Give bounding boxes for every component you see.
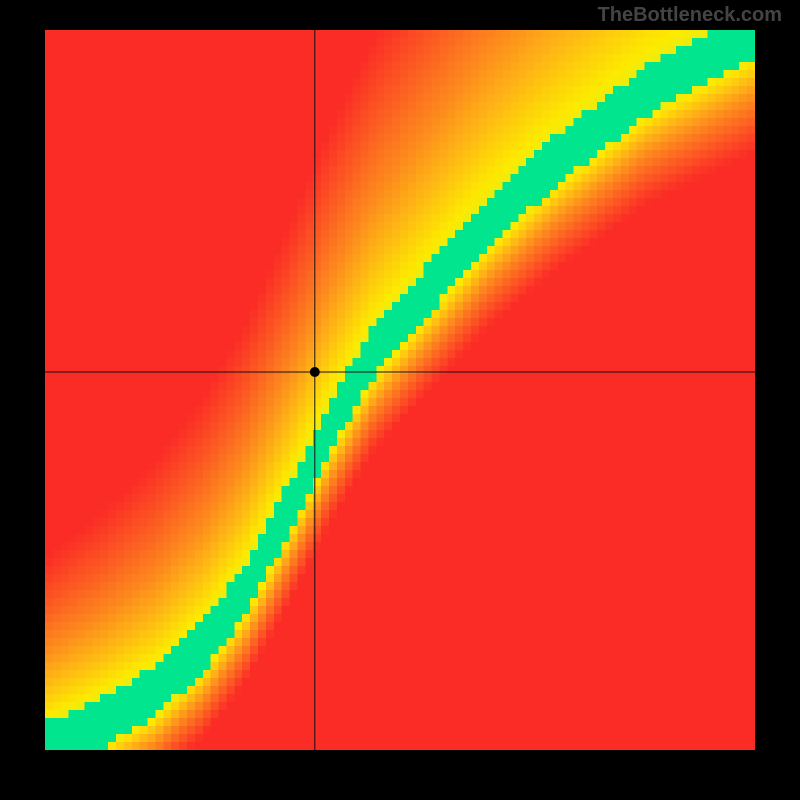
watermark-text: TheBottleneck.com — [598, 4, 782, 27]
crosshair-overlay — [45, 30, 755, 750]
bottleneck-heatmap — [45, 30, 755, 750]
crosshair-marker — [310, 367, 320, 377]
